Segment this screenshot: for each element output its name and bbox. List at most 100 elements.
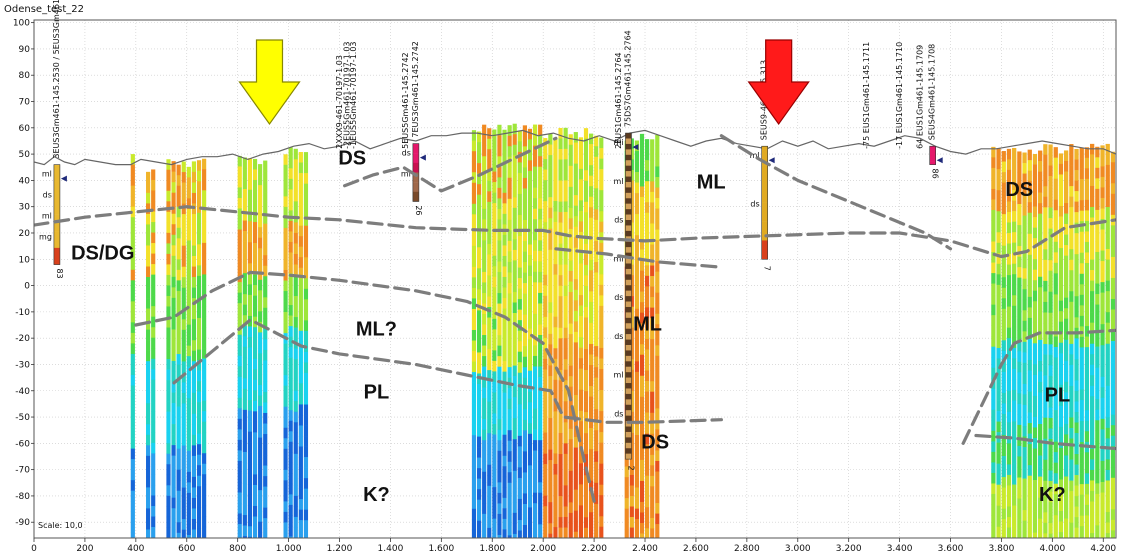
resistivity-cell [563, 506, 568, 518]
resistivity-cell [1048, 512, 1053, 524]
resistivity-cell [650, 149, 655, 161]
resistivity-cell [130, 406, 135, 418]
resistivity-cell [492, 497, 497, 509]
resistivity-cell [482, 377, 487, 388]
resistivity-cell [634, 161, 640, 173]
resistivity-cell [543, 274, 548, 286]
water-level-marker [768, 157, 775, 164]
resistivity-cell [191, 329, 197, 341]
resistivity-cell [196, 360, 202, 371]
resistivity-cell [303, 183, 309, 195]
resistivity-cell [476, 247, 482, 259]
resistivity-cell [650, 454, 655, 466]
resistivity-cell [1048, 386, 1053, 398]
resistivity-cell [1027, 317, 1032, 329]
resistivity-cell [634, 382, 640, 394]
resistivity-cell [191, 235, 197, 246]
resistivity-cell [176, 511, 181, 523]
resistivity-cell [1043, 438, 1048, 450]
resistivity-cell [492, 445, 497, 456]
resistivity-cell [242, 494, 247, 505]
resistivity-cell [558, 338, 563, 350]
resistivity-cell [558, 359, 563, 371]
resistivity-cell [471, 130, 477, 141]
resistivity-cell [548, 333, 553, 345]
borehole-segment [625, 138, 632, 145]
resistivity-cell [553, 411, 558, 423]
resistivity-cell [476, 173, 482, 185]
resistivity-cell [599, 316, 604, 328]
resistivity-cell [512, 460, 517, 472]
resistivity-cell [1084, 410, 1090, 422]
resistivity-cell [1090, 396, 1095, 408]
resistivity-cell [1032, 532, 1038, 538]
resistivity-cell [237, 313, 242, 325]
resistivity-cell [181, 456, 186, 467]
resistivity-cell [568, 197, 573, 209]
resistivity-cell [303, 267, 309, 279]
resistivity-cell [594, 461, 599, 473]
resistivity-cell [166, 485, 171, 497]
resistivity-cell [532, 419, 538, 430]
resistivity-cell [599, 274, 604, 286]
y-tick-label: 0 [24, 282, 30, 292]
resistivity-cell [263, 234, 268, 246]
resistivity-cell [1038, 402, 1043, 414]
resistivity-cell [186, 440, 191, 452]
resistivity-cell [538, 440, 543, 451]
resistivity-cell [492, 508, 497, 519]
resistivity-cell [558, 317, 563, 329]
resistivity-cell [996, 337, 1001, 349]
resistivity-cell [532, 398, 538, 409]
resistivity-cell [573, 132, 578, 143]
resistivity-cell [594, 282, 599, 294]
resistivity-cell [487, 517, 492, 529]
resistivity-cell [629, 485, 634, 497]
resistivity-cell [1006, 243, 1012, 255]
resistivity-cell [991, 462, 996, 474]
resistivity-cell [594, 135, 599, 147]
resistivity-cell [1095, 167, 1100, 179]
resistivity-cell [237, 240, 242, 251]
resistivity-cell [1038, 161, 1043, 172]
resistivity-cell [1079, 200, 1084, 211]
resistivity-cell [151, 253, 156, 265]
borehole-segment [625, 198, 632, 204]
resistivity-cell [1017, 267, 1022, 278]
resistivity-cell [645, 454, 650, 466]
resistivity-cell [1090, 522, 1095, 534]
resistivity-cell [1074, 264, 1079, 276]
water-level-marker [936, 157, 943, 164]
resistivity-cell [283, 480, 288, 492]
borehole-segment [412, 172, 419, 183]
resistivity-cell [482, 198, 487, 210]
profile-block [624, 133, 660, 538]
resistivity-cell [130, 248, 135, 260]
resistivity-cell [996, 390, 1001, 401]
resistivity-cell [578, 200, 583, 212]
resistivity-cell [482, 524, 487, 536]
resistivity-cell [1064, 160, 1069, 172]
resistivity-cell [202, 484, 207, 496]
resistivity-cell [543, 295, 548, 307]
resistivity-cell [624, 477, 629, 488]
resistivity-cell [283, 448, 288, 460]
resistivity-cell [507, 325, 512, 336]
resistivity-cell [583, 380, 589, 392]
resistivity-cell [151, 411, 156, 423]
resistivity-cell [517, 330, 522, 342]
resistivity-cell [1084, 431, 1090, 443]
resistivity-cell [181, 182, 186, 194]
resistivity-cell [283, 385, 288, 397]
resistivity-cell [543, 222, 548, 234]
resistivity-cell [1095, 220, 1100, 232]
resistivity-cell [146, 245, 151, 257]
resistivity-cell [543, 390, 548, 402]
resistivity-cell [650, 412, 655, 424]
resistivity-cell [538, 356, 543, 367]
resistivity-cell [568, 134, 573, 146]
resistivity-cell [1069, 144, 1074, 155]
resistivity-cell [573, 373, 578, 385]
resistivity-cell [517, 393, 522, 405]
resistivity-cell [1017, 172, 1022, 184]
